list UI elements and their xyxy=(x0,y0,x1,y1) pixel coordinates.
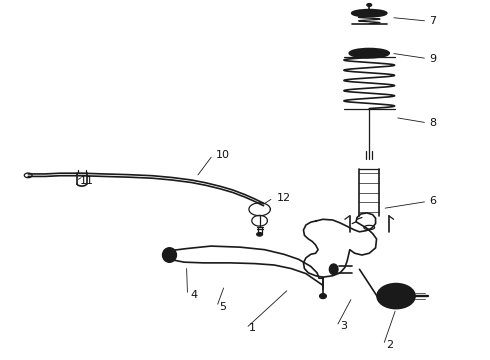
Ellipse shape xyxy=(367,4,372,6)
Text: 8: 8 xyxy=(429,118,436,128)
Text: 11: 11 xyxy=(79,176,93,186)
Ellipse shape xyxy=(257,233,263,236)
Ellipse shape xyxy=(355,50,383,56)
Text: 2: 2 xyxy=(386,340,393,350)
Text: 3: 3 xyxy=(340,321,347,332)
Text: 1: 1 xyxy=(249,323,256,333)
Ellipse shape xyxy=(166,251,173,259)
Text: 4: 4 xyxy=(191,290,197,300)
Ellipse shape xyxy=(390,292,402,300)
Ellipse shape xyxy=(352,10,387,17)
Ellipse shape xyxy=(168,253,171,257)
Text: 6: 6 xyxy=(429,197,436,206)
Text: 9: 9 xyxy=(429,54,436,64)
Text: 7: 7 xyxy=(429,16,436,26)
Ellipse shape xyxy=(163,248,176,262)
Ellipse shape xyxy=(329,264,338,275)
Ellipse shape xyxy=(349,49,389,58)
Text: 12: 12 xyxy=(277,193,291,203)
Text: 10: 10 xyxy=(216,150,230,160)
Ellipse shape xyxy=(319,294,326,298)
Ellipse shape xyxy=(363,51,376,55)
Ellipse shape xyxy=(383,288,409,304)
Text: 5: 5 xyxy=(220,302,227,312)
Ellipse shape xyxy=(377,284,415,309)
